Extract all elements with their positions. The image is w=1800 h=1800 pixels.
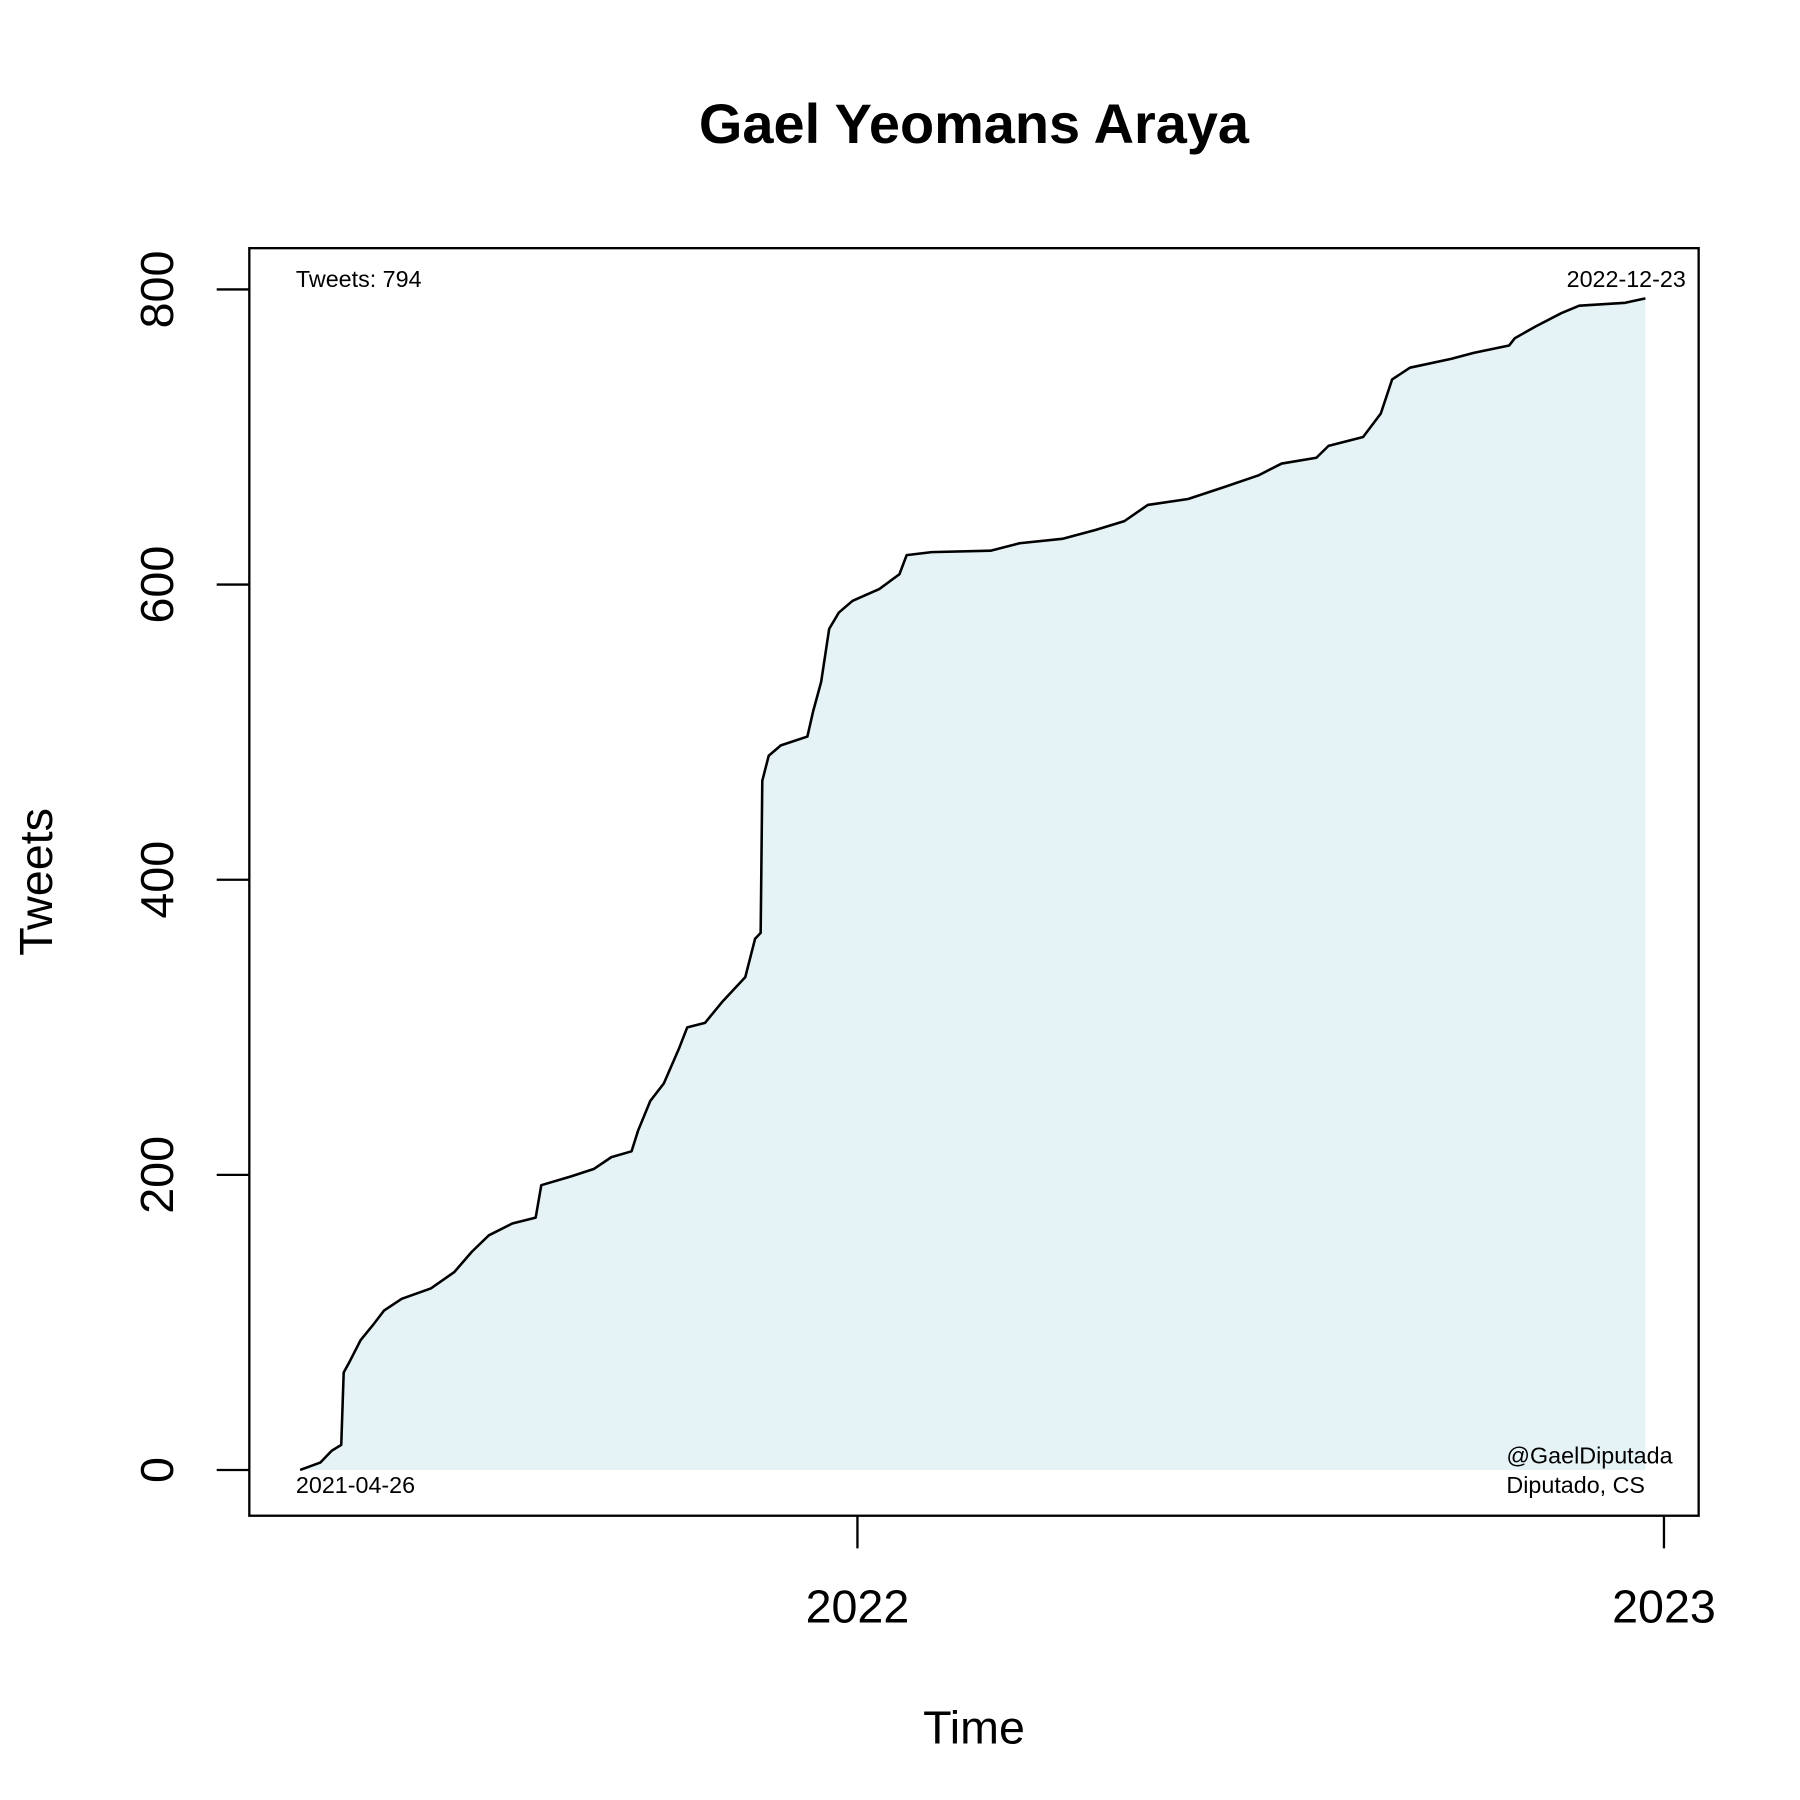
area [300,298,1646,1470]
y-tick-label: 0 [131,1457,183,1483]
x-tick-label: 2022 [806,1580,910,1632]
line [299,297,1646,1472]
x-tick-label: 2023 [1612,1580,1716,1632]
annotation: @GaelDiputada [1506,1443,1672,1469]
plot-frame [248,246,1700,1517]
chart-title: Gael Yeomans Araya [699,92,1250,155]
annotation: 2021-04-26 [296,1472,415,1498]
y-tick-label: 400 [131,841,183,919]
y-axis-label: Tweets [10,808,62,956]
y-tick-label: 600 [131,546,183,624]
y-tick-label: 200 [131,1136,183,1214]
annotation: 2022-12-23 [1567,266,1686,292]
y-tick-label: 800 [131,251,183,329]
annotation: Tweets: 794 [296,266,422,292]
x-axis-label: Time [923,1702,1025,1754]
annotation: Diputado, CS [1506,1472,1645,1498]
